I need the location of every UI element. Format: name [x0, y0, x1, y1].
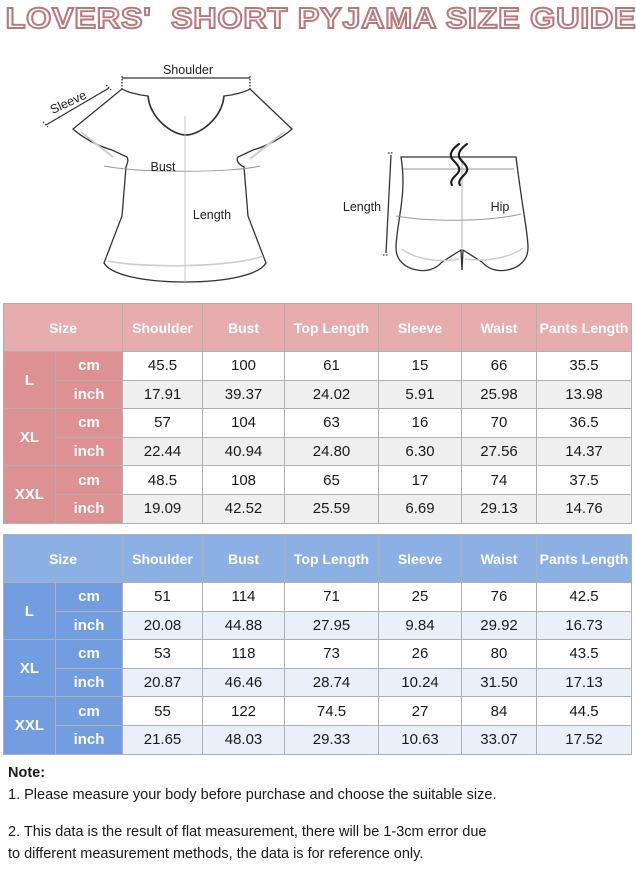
svg-text:Hip: Hip [491, 200, 510, 214]
svg-text:Shoulder: Shoulder [163, 63, 213, 77]
svg-text:Bust: Bust [150, 160, 176, 174]
svg-text:Length: Length [343, 200, 381, 214]
svg-text:Length: Length [193, 208, 231, 222]
